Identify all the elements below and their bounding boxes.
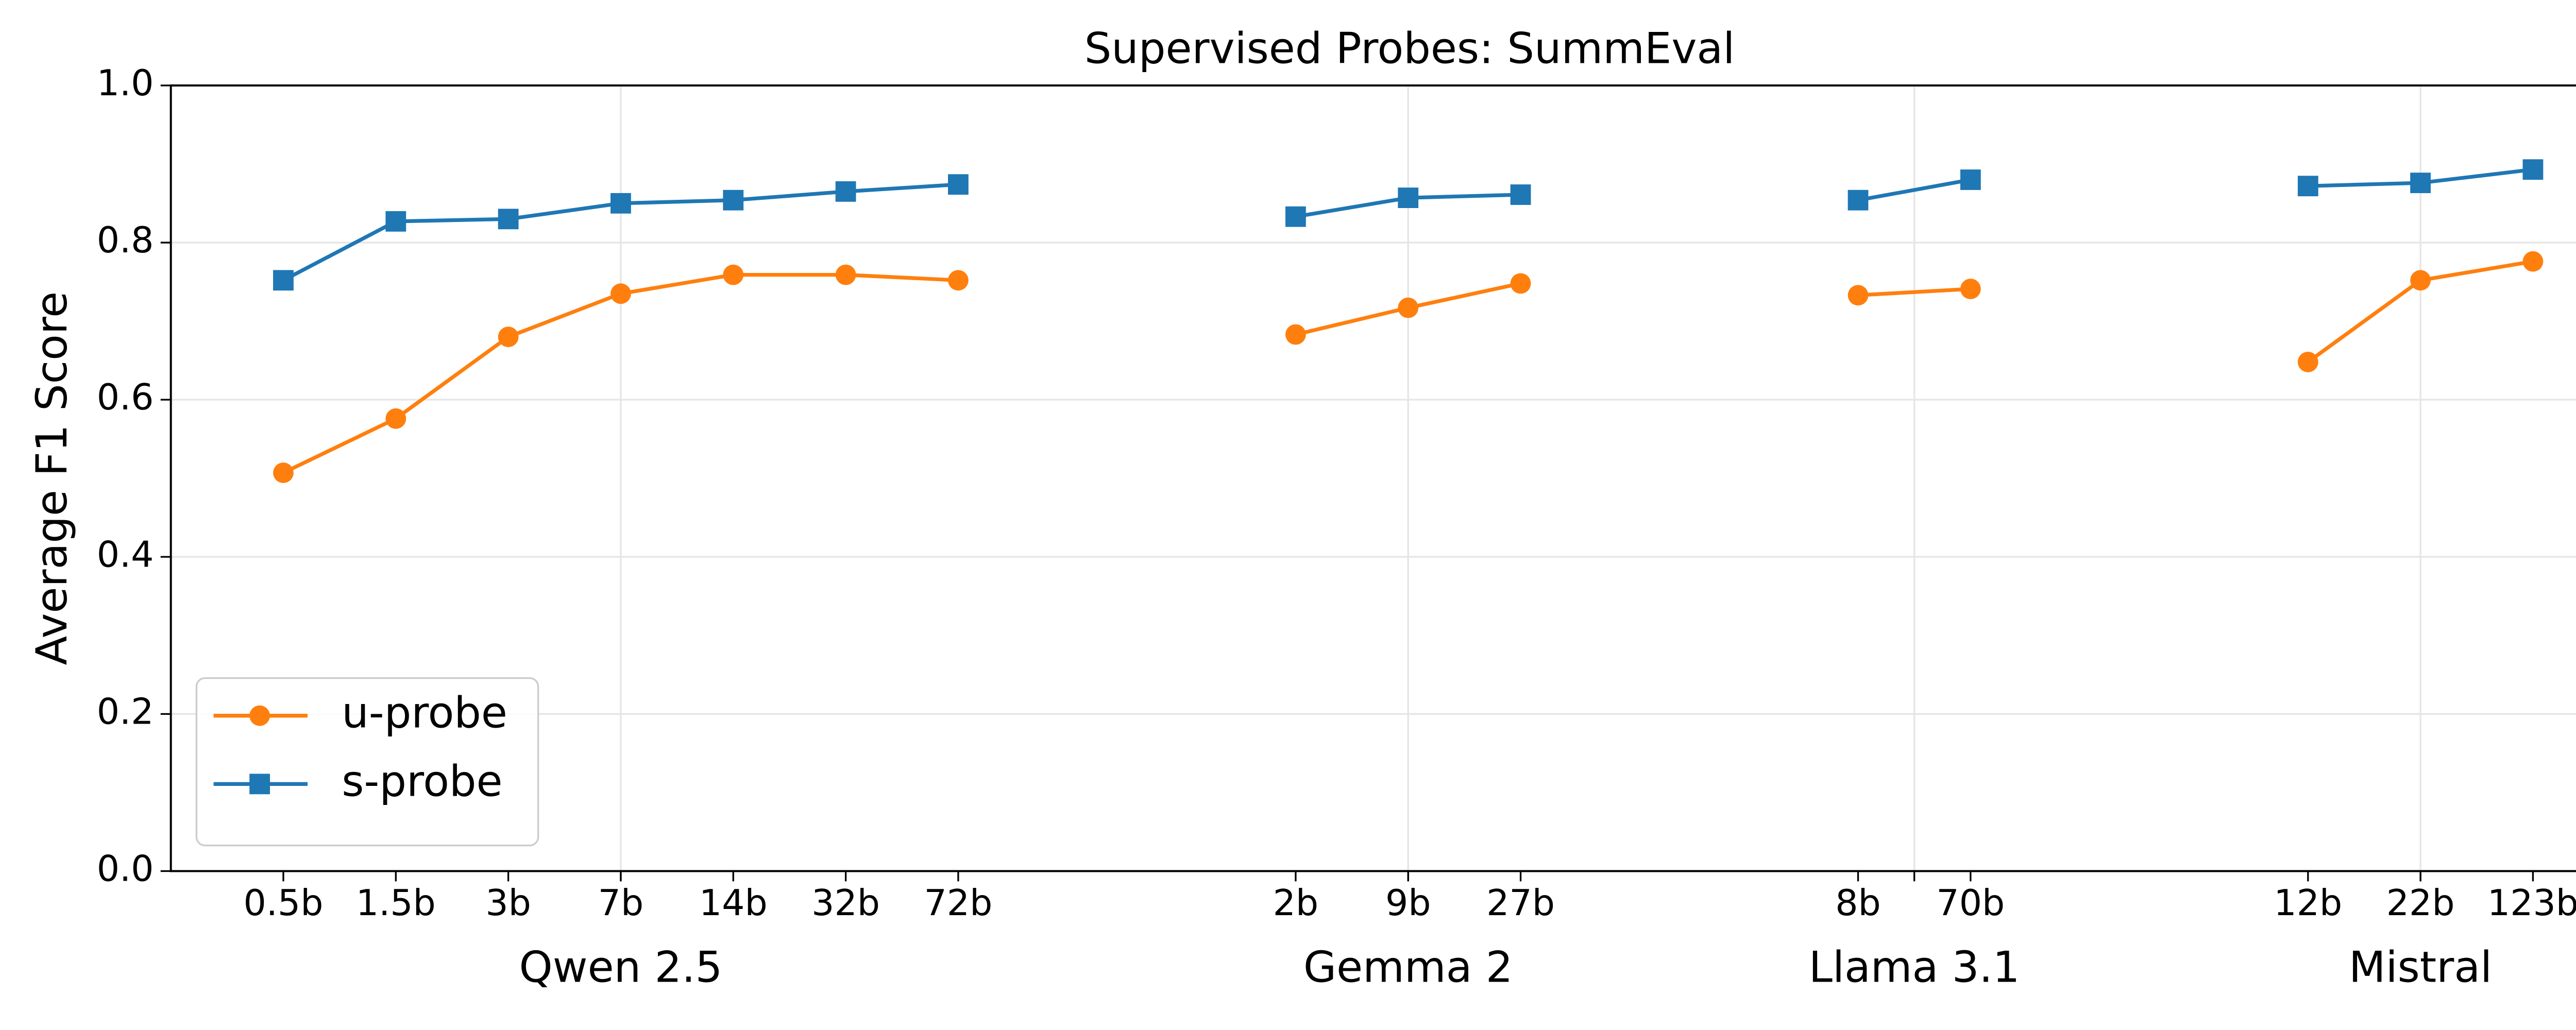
data-point (2522, 159, 2544, 180)
y-axis-label: Average F1 Score (27, 291, 77, 665)
x-tick-label: 22b (2386, 882, 2455, 924)
x-tick-label: 14b (699, 882, 768, 924)
data-point (723, 190, 744, 211)
y-tick-label: 0.0 (97, 848, 154, 889)
x-tick-label: 32b (811, 882, 880, 924)
group-label: Gemma 2 (1303, 942, 1513, 992)
data-point (385, 408, 406, 429)
data-point (1398, 187, 1419, 208)
data-point (2410, 173, 2431, 194)
legend-marker (249, 774, 270, 795)
x-tick-label: 70b (1936, 882, 2005, 924)
data-point (723, 264, 744, 285)
data-point (835, 264, 856, 285)
x-tick-label: 12b (2274, 882, 2342, 924)
group-label: Mistral (2349, 942, 2492, 992)
data-point (385, 211, 406, 232)
legend-label: s-probe (342, 756, 502, 806)
legend-box (195, 677, 539, 847)
group-label: Llama 3.1 (1809, 942, 2020, 992)
data-point (835, 181, 856, 202)
data-point (1285, 206, 1306, 227)
data-point (2297, 176, 2318, 197)
y-tick-label: 0.2 (97, 691, 154, 732)
x-tick-label: 9b (1385, 882, 1431, 924)
x-tick-label: 72b (924, 882, 993, 924)
data-point (1398, 297, 1419, 318)
y-tick-label: 1.0 (97, 62, 154, 104)
chart-title: Supervised Probes: SummEval (1084, 24, 1735, 74)
data-point (611, 193, 631, 214)
x-tick-label: 0.5b (243, 882, 323, 924)
y-tick-label: 0.4 (97, 534, 154, 575)
x-tick-label: 8b (1835, 882, 1881, 924)
data-point (1510, 184, 1531, 205)
group-label: Qwen 2.5 (519, 942, 723, 992)
data-point (273, 270, 294, 291)
data-point (1848, 190, 1869, 211)
data-point (2297, 352, 2318, 372)
x-tick-label: 27b (1486, 882, 1555, 924)
plot-frame (170, 84, 2576, 872)
data-point (2522, 251, 2544, 272)
x-tick-label: 3b (485, 882, 531, 924)
data-point (948, 270, 969, 291)
legend: u-probe s-probe (195, 677, 539, 847)
data-point (948, 174, 969, 195)
legend-marker (249, 705, 270, 726)
series-line (1857, 178, 1971, 202)
data-point (1285, 324, 1306, 345)
x-tick-label: 2b (1273, 882, 1319, 924)
data-point (1960, 279, 1981, 299)
data-point (2410, 270, 2431, 291)
data-point (611, 283, 631, 304)
data-point (498, 209, 519, 230)
y-tick-label: 0.8 (97, 219, 154, 261)
data-point (1510, 273, 1531, 294)
y-tick-label: 0.6 (97, 376, 154, 418)
x-tick-label: 1.5b (356, 882, 436, 924)
legend-label: u-probe (342, 688, 507, 738)
series-line (1858, 287, 1971, 297)
data-point (498, 327, 519, 348)
data-point (1848, 285, 1869, 306)
x-tick-label: 123b (2487, 882, 2576, 924)
data-point (273, 462, 294, 483)
data-point (1960, 169, 1981, 190)
x-tick-label: 7b (598, 882, 644, 924)
